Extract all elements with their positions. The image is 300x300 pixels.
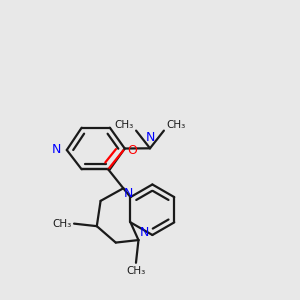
Text: N: N [145,131,155,144]
Text: N: N [140,226,149,238]
Text: N: N [124,188,134,200]
Text: N: N [52,142,62,156]
Text: CH₃: CH₃ [166,120,185,130]
Text: CH₃: CH₃ [52,219,72,229]
Text: CH₃: CH₃ [126,266,146,276]
Text: CH₃: CH₃ [115,120,134,130]
Text: O: O [127,144,137,157]
